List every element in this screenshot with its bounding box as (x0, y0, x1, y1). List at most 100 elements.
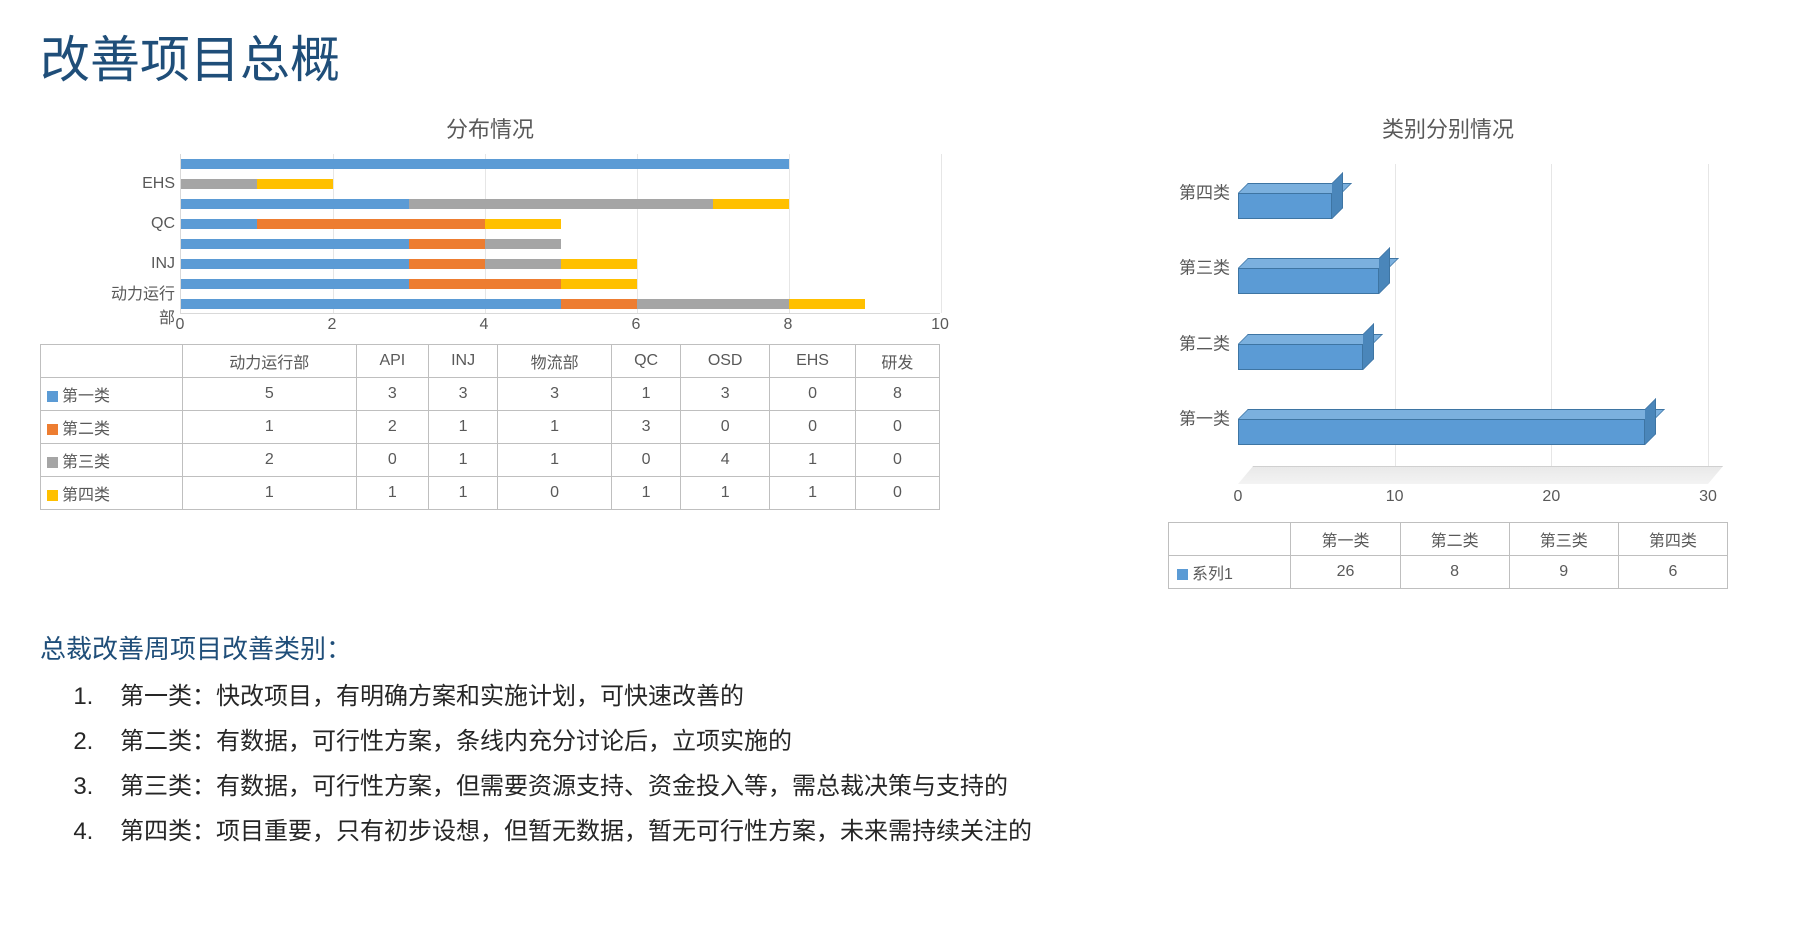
table-cell: 1 (770, 444, 856, 477)
table-row: 第一类53331308 (41, 378, 940, 411)
row-label: 第三类 (41, 444, 183, 477)
right-data-table: 第一类第二类第三类第四类系列126896 (1168, 522, 1728, 589)
bar-row (181, 179, 333, 189)
bar-top-face (1238, 258, 1399, 268)
table-cell: 3 (429, 378, 498, 411)
x-tick-label: 8 (784, 316, 793, 334)
legend-swatch (47, 457, 58, 468)
x-tick-label: 10 (931, 316, 949, 334)
table-cell: 2 (356, 411, 428, 444)
bar-segment-cat1 (181, 299, 561, 309)
table-cell: 0 (855, 444, 939, 477)
right-column: 类别分别情况 0102030第四类第三类第二类第一类 第一类第二类第三类第四类系… (1138, 112, 1758, 589)
table-cell: 1 (429, 477, 498, 510)
table-cell: 1 (498, 411, 612, 444)
table-cell: 8 (1400, 556, 1509, 589)
table-cell: 0 (770, 378, 856, 411)
bar-front-face (1238, 268, 1379, 294)
y-tick-label: 动力运行部 (100, 280, 175, 328)
table-row: 第二类12113000 (41, 411, 940, 444)
row-label: 系列1 (1169, 556, 1291, 589)
bar-segment-cat4 (257, 179, 333, 189)
table-cell: 1 (356, 477, 428, 510)
bar-segment-cat2 (409, 259, 485, 269)
y-tick-label: 第一类 (1168, 405, 1230, 430)
table-header: QC (612, 345, 681, 378)
category-item: 第三类：有数据，可行性方案，但需要资源支持、资金投入等，需总裁决策与支持的 (100, 766, 1758, 801)
bar-front-face (1238, 419, 1645, 445)
table-header: 第一类 (1291, 523, 1400, 556)
bar-segment-cat4 (561, 279, 637, 289)
bar-row (181, 259, 637, 269)
table-cell: 3 (498, 378, 612, 411)
bar-segment-cat4 (713, 199, 789, 209)
bar-segment-cat4 (561, 259, 637, 269)
x-tick-label: 2 (328, 316, 337, 334)
table-cell: 3 (612, 411, 681, 444)
table-cell: 2 (182, 444, 356, 477)
table-header: 物流部 (498, 345, 612, 378)
bar-segment-cat1 (181, 219, 257, 229)
table-cell: 26 (1291, 556, 1400, 589)
bar-segment-cat1 (181, 159, 789, 169)
category-item: 第四类：项目重要，只有初步设想，但暂无数据，暂无可行性方案，未来需持续关注的 (100, 811, 1758, 846)
bar-segment-cat3 (637, 299, 789, 309)
bar-segment-cat3 (485, 239, 561, 249)
y-tick-label: INJ (100, 255, 175, 273)
x-tick-label: 20 (1542, 488, 1560, 506)
table-cell: 1 (429, 444, 498, 477)
left-stacked-bar-chart: 0246810EHSQCINJ动力运行部 (100, 154, 940, 334)
table-cell: 4 (681, 444, 770, 477)
table-header: 第四类 (1618, 523, 1727, 556)
row-label: 第二类 (41, 411, 183, 444)
bar-row (181, 279, 637, 289)
x-tick-label: 0 (1234, 488, 1243, 506)
chart-floor (1238, 466, 1723, 484)
table-header: 第三类 (1509, 523, 1618, 556)
bar-side-face (1363, 323, 1374, 370)
bar-segment-cat1 (181, 239, 409, 249)
bar-segment-cat3 (181, 179, 257, 189)
bar-segment-cat1 (181, 279, 409, 289)
bar-segment-cat4 (789, 299, 865, 309)
bar-segment-cat1 (181, 199, 409, 209)
legend-swatch (47, 424, 58, 435)
bar-top-face (1238, 409, 1665, 419)
row-label: 第一类 (41, 378, 183, 411)
table-row: 第三类20110410 (41, 444, 940, 477)
table-header: INJ (429, 345, 498, 378)
table-header: OSD (681, 345, 770, 378)
bar-front-face (1238, 344, 1363, 370)
table-header: 研发 (855, 345, 939, 378)
y-tick-label: 第四类 (1168, 178, 1230, 203)
table-header: API (356, 345, 428, 378)
bar-segment-cat1 (181, 259, 409, 269)
table-cell: 6 (1618, 556, 1727, 589)
table-cell: 1 (182, 411, 356, 444)
bar-row (181, 299, 865, 309)
x-tick-label: 10 (1386, 488, 1404, 506)
row-label: 第四类 (41, 477, 183, 510)
x-tick-label: 4 (480, 316, 489, 334)
category-heading: 总裁改善周项目改善类别： (40, 629, 1758, 666)
legend-swatch (47, 391, 58, 402)
table-cell: 0 (855, 477, 939, 510)
legend-swatch (1177, 569, 1188, 580)
table-header: EHS (770, 345, 856, 378)
bar-3d (1238, 183, 1332, 219)
category-item: 第一类：快改项目，有明确方案和实施计划，可快速改善的 (100, 676, 1758, 711)
table-cell: 8 (855, 378, 939, 411)
table-cell: 0 (770, 411, 856, 444)
table-cell: 0 (855, 411, 939, 444)
table-row: 系列126896 (1169, 556, 1728, 589)
bar-side-face (1332, 172, 1343, 219)
bar-segment-cat3 (409, 199, 713, 209)
main-row: 分布情况 0246810EHSQCINJ动力运行部 动力运行部APIINJ物流部… (40, 112, 1758, 589)
bar-segment-cat2 (409, 279, 561, 289)
table-cell: 1 (429, 411, 498, 444)
bar-side-face (1379, 247, 1390, 294)
page-title: 改善项目总概 (40, 20, 1758, 92)
bar-3d (1238, 258, 1379, 294)
y-tick-label: 第二类 (1168, 329, 1230, 354)
left-data-table: 动力运行部APIINJ物流部QCOSDEHS研发第一类53331308第二类12… (40, 344, 940, 510)
